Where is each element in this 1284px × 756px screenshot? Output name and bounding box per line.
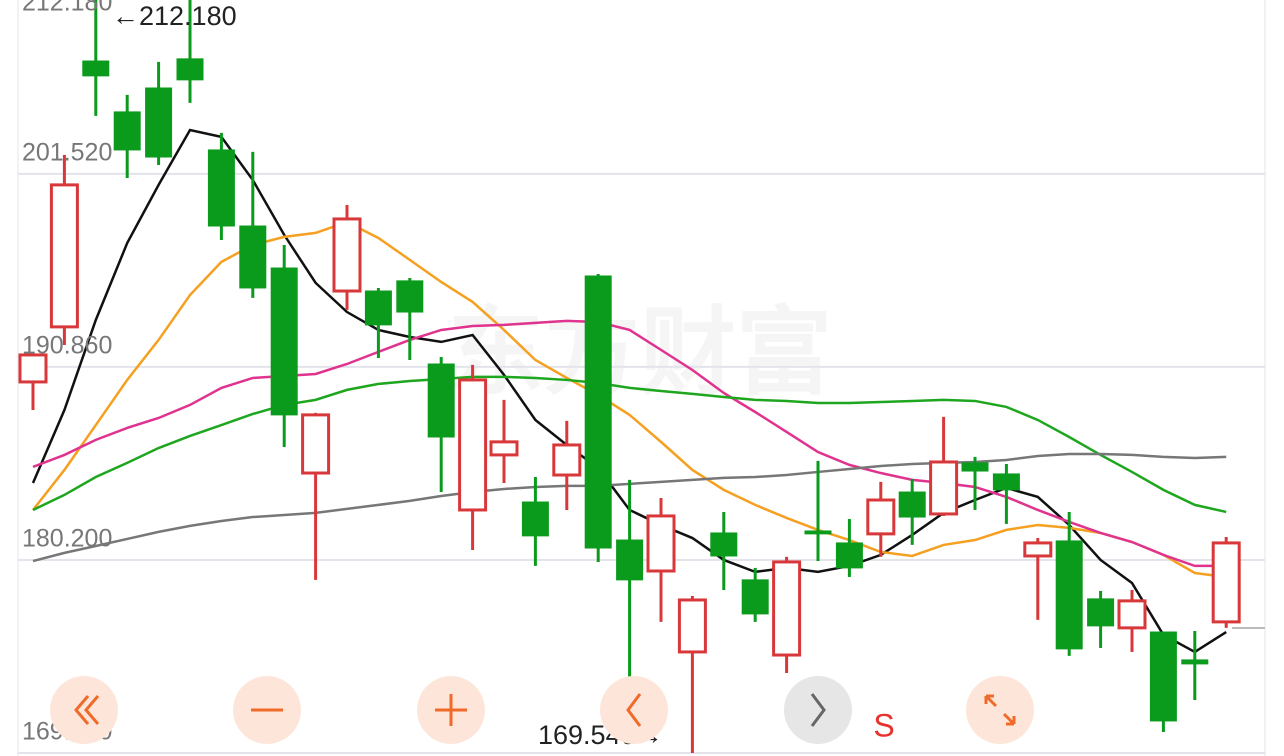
next-button[interactable] [784, 676, 852, 744]
candle-body [113, 111, 141, 151]
candle-body [677, 598, 707, 654]
candle-body [176, 58, 204, 81]
candle-body [772, 560, 802, 657]
watermark: 东方财富 [448, 299, 832, 406]
candle-body [145, 87, 173, 158]
candle-body [301, 413, 331, 475]
candle-body [898, 491, 926, 518]
candle-body [866, 498, 896, 536]
toolbar: S [50, 676, 1034, 744]
fullscreen-button[interactable] [966, 676, 1034, 744]
candle-body [49, 183, 79, 329]
candle-body [207, 149, 235, 227]
max-label: ←212.180 [112, 1, 237, 31]
candle-body [239, 225, 267, 289]
candle-body [332, 217, 362, 293]
fullscreen-icon [984, 694, 1016, 726]
y-tick-label: 190.860 [22, 332, 112, 360]
candle-body [396, 280, 424, 313]
candle-body [489, 440, 519, 457]
candle-body [992, 473, 1020, 491]
prev-icon [626, 693, 642, 727]
candle-body [1023, 541, 1053, 558]
candle-body [741, 579, 769, 615]
candle-body [835, 542, 863, 569]
first-button[interactable] [50, 676, 118, 744]
moving-average-line [32, 375, 1227, 514]
candle-body [929, 460, 959, 516]
indicator-button[interactable]: S [873, 707, 894, 743]
moving-average-line [32, 319, 1227, 568]
candle-body [82, 60, 110, 77]
candle-body [1087, 598, 1115, 627]
candle-body [961, 462, 989, 472]
y-tick-label: 212.180 [22, 0, 112, 17]
candle-body [458, 378, 488, 512]
y-tick-label: 201.520 [22, 138, 112, 166]
candle-body [364, 290, 392, 326]
candle-body [1117, 599, 1147, 630]
candle-body [270, 267, 298, 416]
candle-body [584, 275, 612, 549]
prev-button[interactable] [600, 676, 668, 744]
candle-body [616, 539, 644, 581]
candle-body [552, 443, 582, 477]
candle-body [1211, 541, 1241, 624]
candle-body [804, 530, 832, 535]
moving-average-line [32, 220, 1227, 579]
first-icon [74, 695, 100, 725]
next-icon [810, 693, 826, 727]
candle-body [646, 514, 676, 573]
candle-body [710, 532, 738, 557]
y-tick-label: 180.200 [22, 525, 112, 553]
candle-body [18, 353, 48, 384]
candle-body [521, 501, 549, 537]
candle-body [1055, 540, 1083, 650]
candle-body [427, 363, 455, 438]
plus-icon [435, 694, 467, 726]
candle-body [1149, 631, 1177, 722]
candle-body [1181, 659, 1209, 665]
